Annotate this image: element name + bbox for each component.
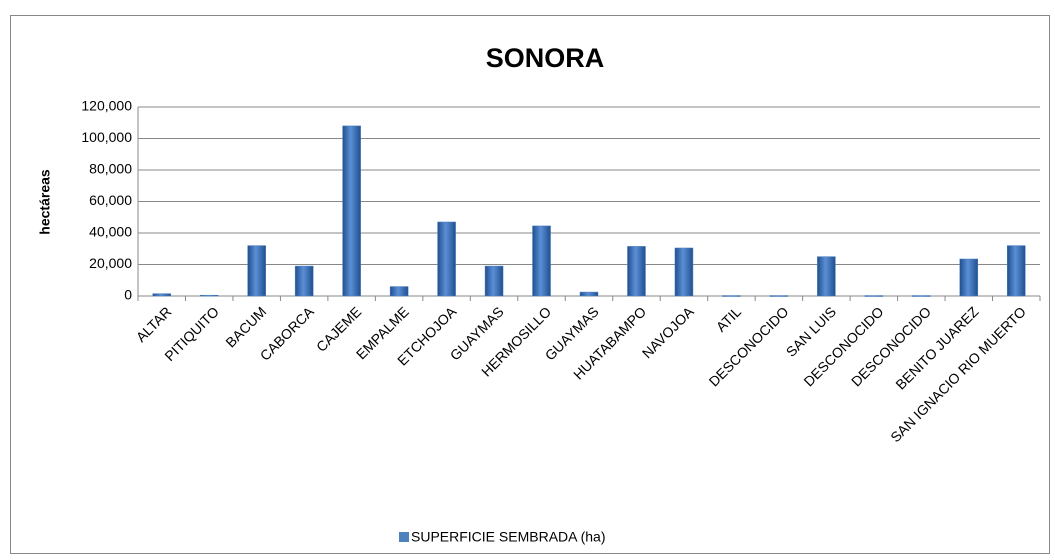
- y-tick-label: 60,000: [89, 192, 132, 208]
- y-tick-label: 0: [124, 287, 132, 303]
- legend-swatch: [399, 532, 409, 542]
- bar: [199, 294, 219, 297]
- bar: [437, 221, 456, 297]
- bar: [532, 225, 551, 297]
- bar: [342, 125, 361, 297]
- bar: [769, 295, 789, 297]
- chart-title: SONORA: [486, 43, 605, 73]
- bar: [722, 295, 741, 297]
- y-axis-label: hectáreas: [37, 169, 53, 235]
- bar: [152, 293, 171, 297]
- y-tick-label: 120,000: [81, 98, 132, 114]
- bar: [627, 246, 646, 297]
- bar: [959, 258, 979, 297]
- legend-label: SUPERFICIE SEMBRADA (ha): [411, 529, 606, 545]
- bar: [294, 265, 314, 297]
- y-tick-label: 100,000: [81, 129, 132, 145]
- bar: [864, 295, 884, 297]
- bar: [484, 265, 504, 297]
- bar: [674, 247, 694, 297]
- bar: [912, 295, 931, 297]
- bar: [579, 291, 599, 297]
- bar: [1007, 245, 1026, 297]
- bar: [389, 286, 409, 297]
- y-tick-label: 40,000: [89, 224, 132, 240]
- bar: [817, 256, 836, 297]
- chart-border: [10, 15, 1050, 554]
- y-tick-label: 20,000: [89, 255, 132, 271]
- y-tick-label: 80,000: [89, 161, 132, 177]
- bar: [247, 245, 266, 297]
